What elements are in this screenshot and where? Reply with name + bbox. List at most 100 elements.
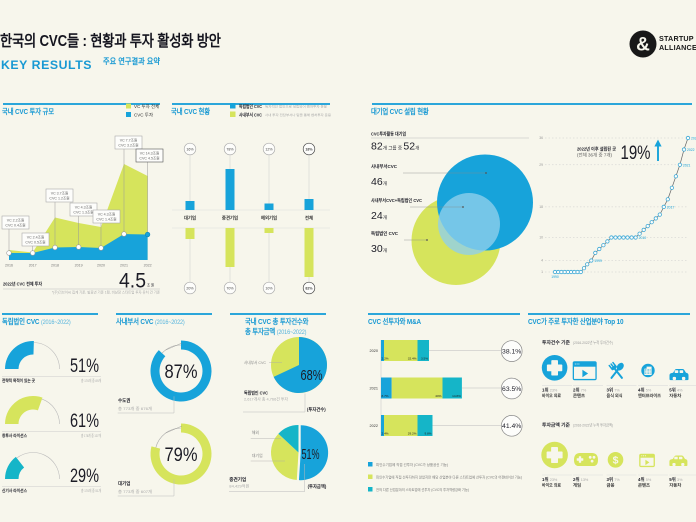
svg-text:*(주)더브이씨 집계 기준, 발표년 기준 1월, 비상장: *(주)더브이씨 집계 기준, 발표년 기준 1월, 비상장 스타트업 투자 유… (52, 290, 160, 295)
svg-text:18%: 18% (305, 148, 313, 152)
svg-text:10%: 10% (265, 287, 273, 291)
svg-text:38.1%: 38.1% (502, 349, 521, 356)
svg-text:2017: 2017 (29, 264, 37, 268)
svg-text:ALLIANCE: ALLIANCE (659, 43, 696, 52)
svg-text:2위 13%: 2위 13% (573, 476, 589, 483)
svg-text:70%: 70% (226, 287, 234, 291)
svg-text:바이오 의료: 바이오 의료 (542, 392, 561, 398)
svg-text:10: 10 (539, 236, 543, 240)
svg-text:투자건수 기준: 투자건수 기준 (542, 339, 571, 346)
svg-text:5위 3%: 5위 3% (669, 476, 683, 483)
svg-text:87%: 87% (165, 362, 198, 383)
svg-text:2017: 2017 (667, 205, 675, 209)
svg-text:콘텐츠: 콘텐츠 (638, 482, 650, 488)
svg-text:CVC 0.5조원: CVC 0.5조원 (25, 240, 45, 245)
svg-text:9.8%: 9.8% (424, 432, 431, 436)
svg-text:3위 7%: 3위 7% (607, 387, 621, 394)
svg-text:5위 4%: 5위 4% (669, 387, 683, 394)
svg-text:19%: 19% (621, 142, 651, 164)
svg-text:2019: 2019 (75, 264, 83, 268)
svg-text:투자금액 기준: 투자금액 기준 (542, 422, 571, 429)
svg-text:총 773개 중 676개: 총 773개 중 676개 (118, 405, 152, 411)
svg-text:41.4%: 41.4% (502, 423, 521, 430)
svg-text:2021: 2021 (370, 387, 378, 391)
svg-text:51%: 51% (70, 356, 99, 377)
svg-text:사내부서CVC: 사내부서CVC (371, 163, 398, 170)
svg-text:CVC 0.4조원: CVC 0.4조원 (5, 223, 25, 228)
svg-text:68%: 68% (301, 367, 323, 384)
svg-text:독립법인 CVC: 독립법인 CVC (244, 390, 269, 397)
svg-text:51%: 51% (302, 446, 320, 463)
svg-text:32.4%: 32.4% (408, 357, 417, 361)
svg-text:전략적 목적이 있는 곳: 전략적 목적이 있는 곳 (2, 377, 35, 384)
svg-text:자동차: 자동차 (669, 482, 681, 488)
svg-text:2022: 2022 (144, 264, 152, 268)
svg-text:1위 23%: 1위 23% (542, 476, 558, 483)
svg-text:84,429억원: 84,429억원 (229, 483, 249, 489)
svg-text:CVC 3.2조원: CVC 3.2조원 (118, 143, 138, 148)
svg-text:4위 5%: 4위 5% (638, 476, 652, 483)
svg-text:해외기업: 해외기업 (261, 215, 277, 222)
svg-text:VC 투자 전체: VC 투자 전체 (134, 103, 159, 110)
svg-text:2023: 2023 (691, 137, 696, 141)
svg-text:금융: 금융 (607, 482, 615, 488)
svg-text:신기사 라이선스: 신기사 라이선스 (2, 487, 27, 494)
svg-text:VC 2.4조원: VC 2.4조원 (27, 235, 45, 240)
svg-text:사내부서 CVC: 사내부서 CVC (244, 359, 266, 365)
svg-text:2022년 이후 설립된 곳: 2022년 이후 설립된 곳 (577, 146, 616, 153)
svg-text:16%: 16% (186, 148, 194, 152)
svg-text:수도권: 수도권 (118, 397, 130, 404)
svg-text:(투자건수): (투자건수) (307, 406, 326, 413)
svg-text:VC 14.3조원: VC 14.3조원 (140, 151, 160, 156)
svg-text:독립법인 CVC: 독립법인 CVC (371, 230, 399, 237)
svg-text:독자적인 법인으로 설립되어 벤처투자 운용: 독자적인 법인으로 설립되어 벤처투자 운용 (265, 104, 327, 109)
svg-text:CVC 1.3조원: CVC 1.3조원 (73, 210, 93, 215)
svg-text:24개: 24개 (371, 210, 387, 222)
svg-text:$: $ (613, 454, 619, 466)
svg-text:61%: 61% (70, 411, 99, 432)
svg-text:VC 4.3조원: VC 4.3조원 (98, 212, 116, 217)
svg-text:2016: 2016 (5, 264, 13, 268)
svg-text:사내 투자 전담부서나 팀을 통해 벤처투자 운용: 사내 투자 전담부서나 팀을 통해 벤처투자 운용 (265, 112, 331, 117)
svg-text:피인수기업에 직접 선투자 (CVC가 상품공신 기능): 피인수기업에 직접 선투자 (CVC가 상품공신 기능) (376, 462, 448, 467)
svg-text:82%: 82% (305, 287, 313, 291)
svg-text:VC 4.3조원: VC 4.3조원 (75, 205, 93, 210)
svg-text:(전체 36개 중 7개): (전체 36개 중 7개) (577, 151, 613, 158)
svg-text:2.2%: 2.2% (382, 357, 389, 361)
svg-text:바이오 의료: 바이오 의료 (542, 482, 561, 488)
svg-text:30개: 30개 (371, 243, 387, 255)
svg-text:게임: 게임 (573, 482, 581, 488)
svg-text:대기업: 대기업 (184, 215, 196, 222)
svg-text:29.2%: 29.2% (408, 432, 417, 436)
svg-text:대기업: 대기업 (118, 480, 130, 487)
svg-text:2022: 2022 (370, 424, 378, 428)
svg-text:창투사 라이선스: 창투사 라이선스 (2, 432, 27, 439)
svg-text:전혀 다른 산업분야의 스타트업에 선투자 (CVC의 투자: 전혀 다른 산업분야의 스타트업에 선투자 (CVC의 투자역량강화 기능) (376, 487, 469, 492)
svg-text:1999: 1999 (594, 259, 602, 263)
svg-text:VC 3.7조원: VC 3.7조원 (51, 191, 69, 196)
svg-text:14.8%: 14.8% (452, 394, 461, 398)
svg-text:2021: 2021 (683, 163, 691, 167)
svg-text:CVC투자활동 대기업: CVC투자활동 대기업 (371, 131, 406, 138)
svg-text:(투자금액): (투자금액) (308, 483, 327, 490)
svg-text:CVC 1.2조원: CVC 1.2조원 (49, 196, 69, 201)
svg-text:중견기업: 중견기업 (229, 476, 246, 483)
svg-text:2020: 2020 (97, 264, 105, 268)
svg-text:29%: 29% (70, 466, 99, 487)
svg-text:4: 4 (541, 259, 543, 263)
svg-text:피인수기업에 직접 선투자하지 않았지만 해당 산업분야 다: 피인수기업에 직접 선투자하지 않았지만 해당 산업분야 다른 스타트업에 선투… (376, 475, 522, 480)
svg-text:독립법인 CVC: 독립법인 CVC (239, 103, 263, 110)
svg-text:29: 29 (539, 163, 543, 167)
svg-text:2022년 CVC 전체 투자: 2022년 CVC 전체 투자 (3, 281, 43, 288)
svg-text:2위 7%: 2위 7% (573, 387, 587, 394)
svg-text:20%: 20% (186, 287, 194, 291)
svg-text:18: 18 (539, 205, 543, 209)
svg-text:해외: 해외 (252, 429, 260, 435)
svg-text:CVC 투자: CVC 투자 (134, 112, 154, 119)
svg-text:1990: 1990 (551, 275, 559, 279)
svg-text:2.4%: 2.4% (382, 432, 389, 436)
svg-text:4.5: 4.5 (119, 269, 146, 292)
svg-text:전체: 전체 (305, 215, 313, 222)
svg-text:조 원: 조 원 (147, 281, 154, 287)
svg-text:1: 1 (541, 270, 543, 274)
